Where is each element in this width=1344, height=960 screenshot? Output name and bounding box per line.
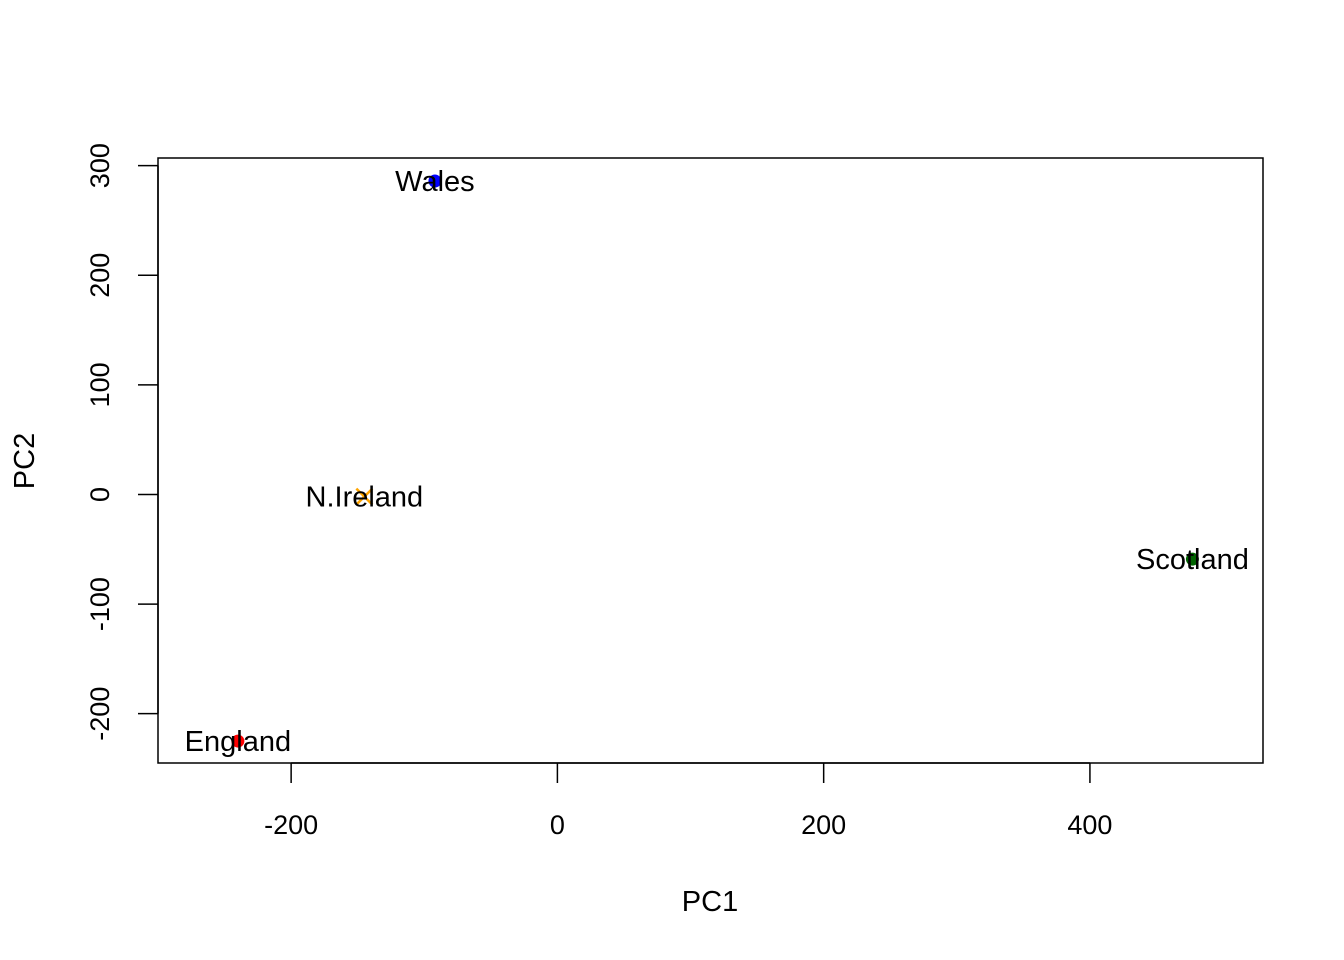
- x-tick-label: 400: [1067, 810, 1112, 840]
- point-n-ireland: [355, 487, 374, 506]
- x-axis-title: PC1: [682, 886, 738, 918]
- x-tick-label: 200: [801, 810, 846, 840]
- plot-frame: [157, 157, 1264, 764]
- point-scotland: [1185, 552, 1199, 566]
- point-label-scotland: Scotland: [1136, 544, 1249, 576]
- point-wales: [428, 174, 442, 188]
- y-tick-label: -100: [85, 577, 115, 631]
- point-england: [231, 734, 245, 748]
- y-tick-label: -200: [85, 687, 115, 741]
- y-tick-label: 100: [85, 362, 115, 407]
- y-tick-label: 200: [85, 253, 115, 298]
- x-tick-label: -200: [264, 810, 318, 840]
- point-label-n-ireland: N.Ireland: [306, 482, 424, 514]
- data-points: England Wales Scotland N.Ireland: [185, 166, 1249, 758]
- x-tick-label: 0: [550, 810, 565, 840]
- y-tick-label: 0: [85, 487, 115, 502]
- point-label-england: England: [185, 726, 291, 758]
- point-label-wales: Wales: [395, 166, 475, 198]
- y-axis-title: PC2: [9, 433, 41, 489]
- x-axis: -200 0 200 400: [264, 762, 1112, 840]
- y-tick-label: 300: [85, 143, 115, 188]
- y-axis: -200 -100 0 100 200 300: [85, 143, 159, 741]
